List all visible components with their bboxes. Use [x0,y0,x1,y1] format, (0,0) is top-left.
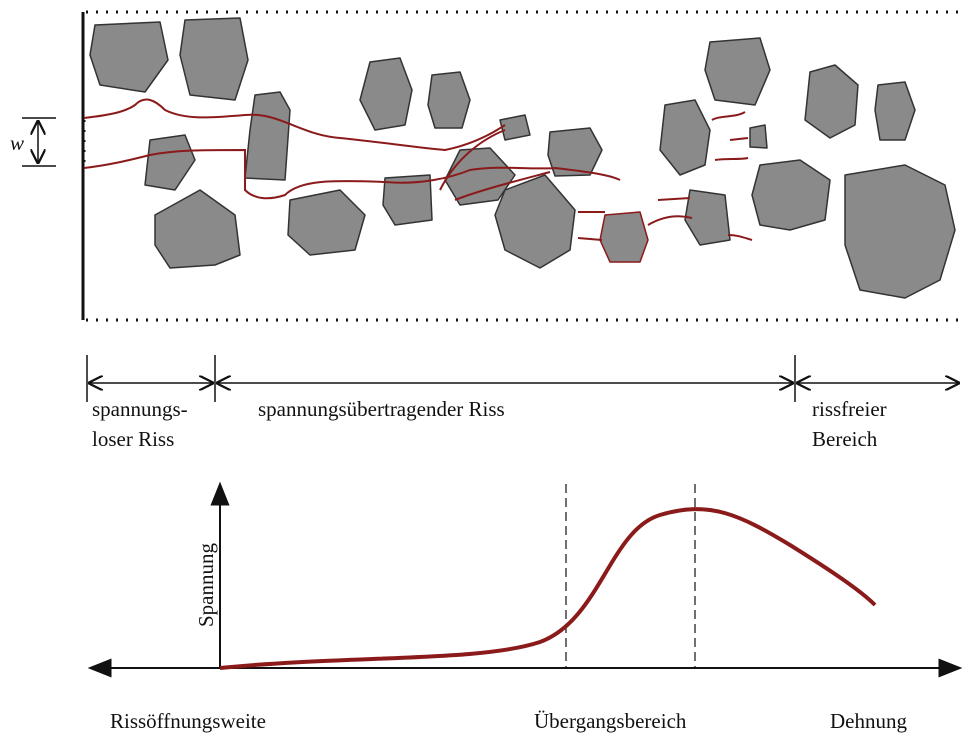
zone-label: loser Riss [92,427,174,451]
y-axis-label: Spannung [194,543,218,628]
crack-width-dimension: w [10,118,84,166]
concrete-specimen: w [10,12,960,320]
diagram: w spannungs- loser Riss spannungsübertra… [0,0,965,737]
aggregates [90,18,955,298]
zone-dimensions: spannungs- loser Riss spannungsübertrage… [87,355,960,451]
zone-label: rissfreier [812,397,887,421]
zone-label: spannungs- [92,397,188,421]
x-label: Rissöffnungsweite [110,709,266,733]
width-symbol: w [10,131,24,155]
zone-label: spannungsübertragender Riss [258,397,505,421]
x-label: Dehnung [830,709,907,733]
x-label: Übergangsbereich [534,709,687,733]
stress-curve [220,509,875,668]
zone-label: Bereich [812,427,878,451]
stress-graph: Spannung Rissöffnungsweite Übergangsbere… [90,484,960,733]
